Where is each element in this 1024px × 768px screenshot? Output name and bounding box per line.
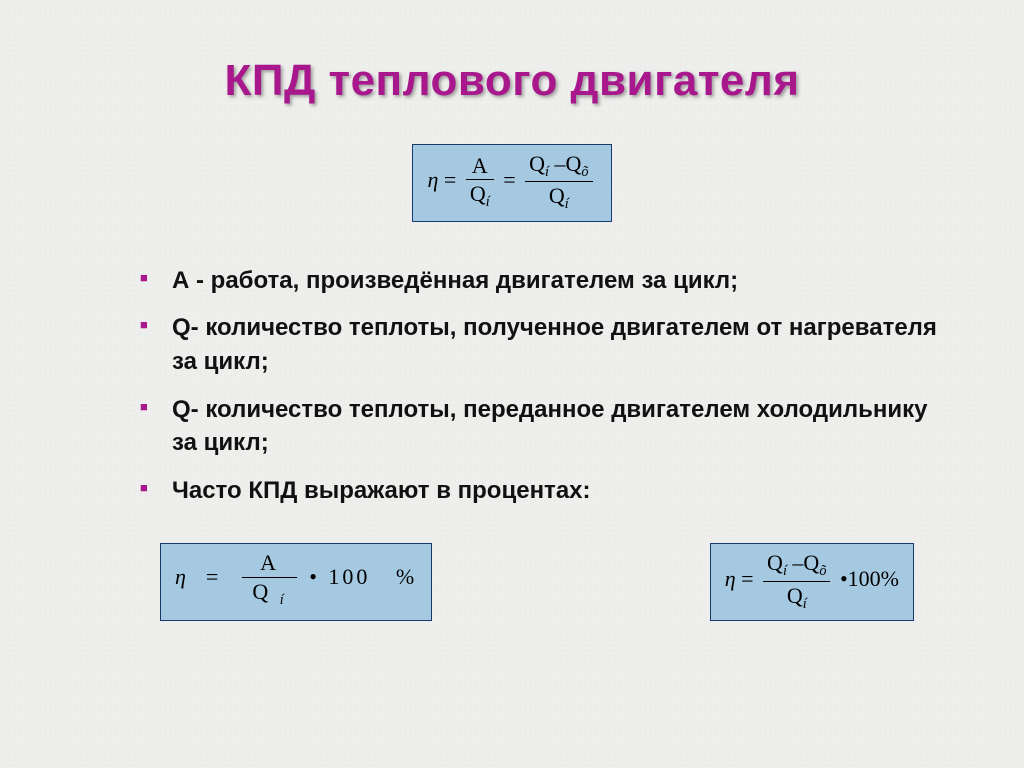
equals-sign: =: [503, 167, 515, 192]
percent-sign: %: [396, 564, 417, 589]
formula-bottom-right: η = Qí –Qõ Qí •100%: [710, 543, 914, 621]
slide: КПД теплового двигателя η = А Qí = Qí –Q…: [0, 0, 1024, 768]
eta-symbol: η: [725, 566, 736, 591]
formula-top-row: η = А Qí = Qí –Qõ Qí: [80, 144, 944, 222]
equals-sign: =: [206, 564, 221, 589]
formula-top: η = А Qí = Qí –Qõ Qí: [412, 144, 611, 222]
bullet-dot: •: [309, 564, 320, 589]
formula-bottom-left: η = А Q í • 100 %: [160, 543, 432, 621]
frac-den: Qí: [525, 182, 592, 212]
bullet-list: А - работа, произведённая двигателем за …: [80, 264, 944, 508]
slide-title: КПД теплового двигателя: [80, 56, 944, 106]
eta-symbol: η: [175, 564, 189, 589]
frac-den: Qí: [763, 582, 830, 612]
equals-sign: =: [444, 167, 456, 192]
bullet-item: Q- количество теплоты, переданное двигат…: [140, 393, 944, 460]
frac-num: А: [466, 153, 494, 180]
bullet-dot: •: [840, 566, 848, 591]
frac-den: Qí: [466, 180, 494, 210]
hundred-percent: 100%: [848, 566, 899, 591]
frac-num: Qí –Qõ: [763, 550, 830, 581]
frac-num: Qí –Qõ: [525, 151, 592, 182]
frac-num: А: [242, 550, 296, 577]
frac-den: Q í: [242, 578, 296, 608]
eta-symbol: η: [427, 167, 438, 192]
bullet-item: Часто КПД выражают в процентах:: [140, 474, 944, 508]
bullet-item: Q- количество теплоты, полученное двигат…: [140, 311, 944, 378]
formula-bottom-row: η = А Q í • 100 % η = Qí –Qõ Qí •100%: [80, 543, 944, 621]
hundred: 100: [328, 564, 370, 589]
bullet-item: А - работа, произведённая двигателем за …: [140, 264, 944, 298]
equals-sign: =: [741, 566, 753, 591]
